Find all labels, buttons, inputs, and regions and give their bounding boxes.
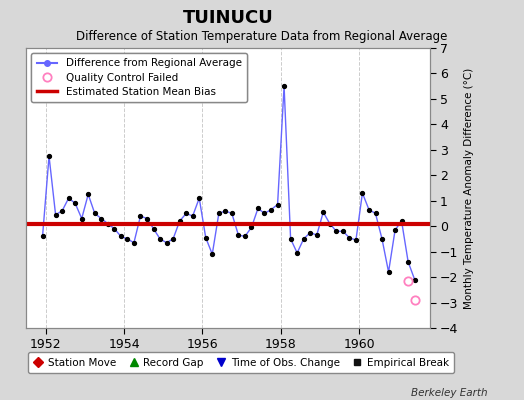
Title: TUINUCU: TUINUCU (182, 9, 274, 27)
Y-axis label: Monthly Temperature Anomaly Difference (°C): Monthly Temperature Anomaly Difference (… (464, 67, 474, 309)
Text: Difference of Station Temperature Data from Regional Average: Difference of Station Temperature Data f… (77, 30, 447, 43)
Text: Berkeley Earth: Berkeley Earth (411, 388, 487, 398)
Legend: Difference from Regional Average, Quality Control Failed, Estimated Station Mean: Difference from Regional Average, Qualit… (31, 53, 247, 102)
Legend: Station Move, Record Gap, Time of Obs. Change, Empirical Break: Station Move, Record Gap, Time of Obs. C… (28, 352, 454, 373)
